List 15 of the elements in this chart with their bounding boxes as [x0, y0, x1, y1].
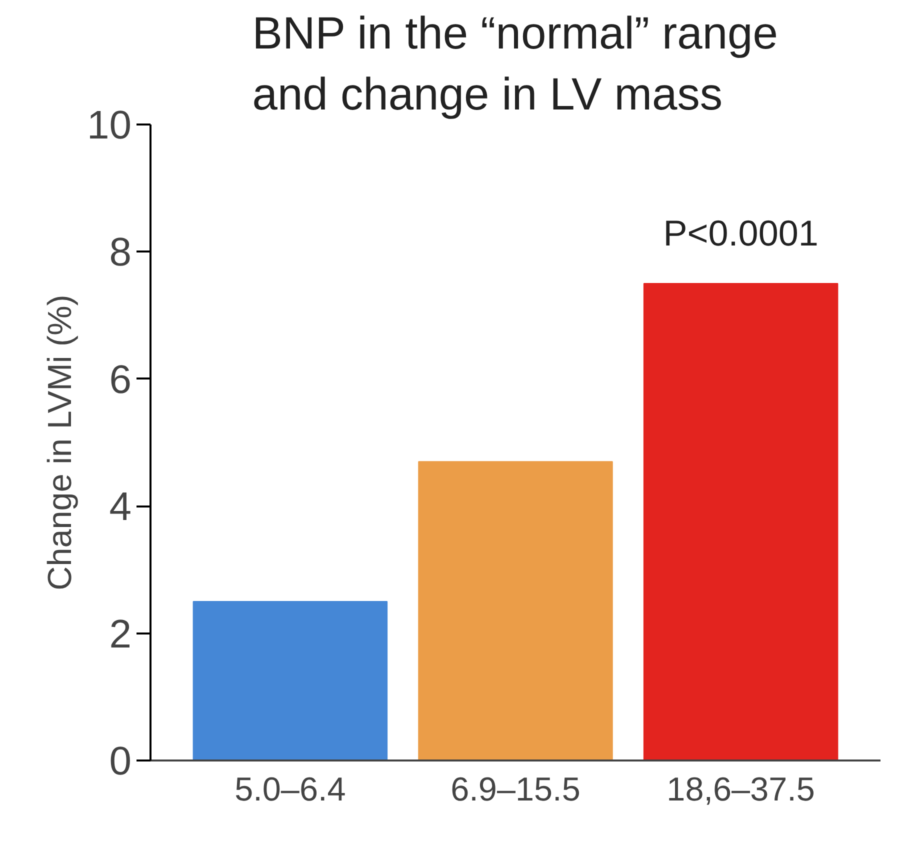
y-tick-label: 8 [109, 230, 132, 275]
bar [643, 283, 838, 760]
annotation: P<0.0001 [663, 212, 818, 254]
y-axis-title: Change in LVMi (%) [42, 294, 80, 590]
y-tick-label: 0 [109, 740, 132, 784]
chart-title: BNP in the “normal” range and change in LV mass [252, 7, 778, 120]
y-tick-label: 2 [109, 612, 132, 656]
x-tick-label: 6.9–15.5 [450, 772, 580, 808]
x-tick-label: 18,6–37.5 [666, 772, 815, 808]
y-tick-label: 10 [87, 104, 132, 148]
bar [418, 461, 613, 760]
y-tick-label: 6 [109, 358, 132, 402]
y-tick-label: 4 [109, 485, 132, 530]
bar [192, 601, 388, 760]
x-tick-label: 5.0–6.4 [234, 772, 346, 808]
